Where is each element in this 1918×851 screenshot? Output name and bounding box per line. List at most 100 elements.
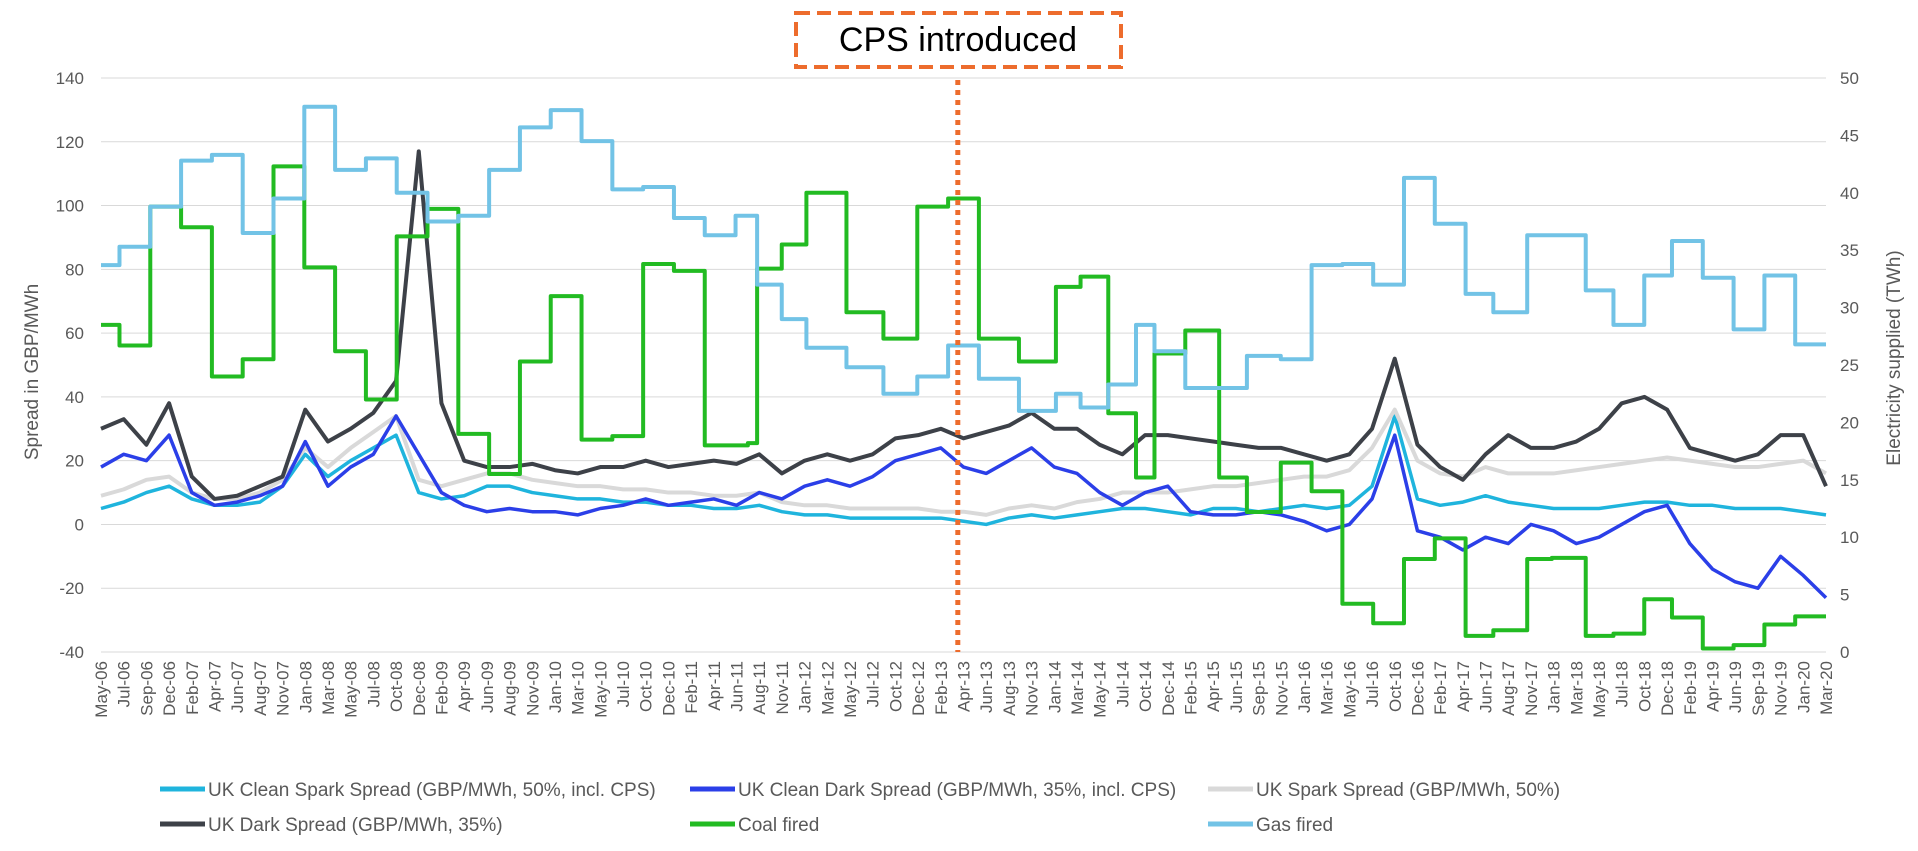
left-tick-label: -40 xyxy=(59,643,84,662)
legend-label-spark: UK Spark Spread (GBP/MWh, 50%) xyxy=(1256,780,1560,801)
x-tick-label: Jul-10 xyxy=(614,661,633,707)
cps-label-box xyxy=(794,11,1123,69)
legend-label-clean_dark: UK Clean Dark Spread (GBP/MWh, 35%, incl… xyxy=(738,780,1176,801)
right-tick-label: 30 xyxy=(1840,299,1859,318)
x-tick-label: Mar-10 xyxy=(569,661,588,715)
legend-label-gas: Gas fired xyxy=(1256,815,1333,836)
right-tick-label: 0 xyxy=(1840,643,1849,662)
series-lines xyxy=(100,104,1828,651)
x-tick-label: Feb-11 xyxy=(682,661,701,714)
left-tick-label: 0 xyxy=(75,515,84,534)
x-tick-label: May-08 xyxy=(342,661,361,718)
x-tick-label: Apr-07 xyxy=(205,661,224,712)
x-tick-label: Jul-16 xyxy=(1363,661,1382,707)
left-tick-label: 120 xyxy=(56,133,84,152)
left-tick-label: 60 xyxy=(65,324,84,343)
x-tick-label: Nov-17 xyxy=(1522,661,1541,716)
right-tick-label: 15 xyxy=(1840,471,1859,490)
x-tick-label: Dec-10 xyxy=(659,661,678,716)
right-axis-title: Electricity supplied (TWh) xyxy=(1884,250,1905,465)
x-tick-label: Mar-16 xyxy=(1318,661,1337,715)
x-tick-label: Feb-13 xyxy=(932,661,951,715)
series-line-clean_spark xyxy=(100,414,1827,527)
x-tick-label: Dec-12 xyxy=(909,661,928,716)
series-line-coal xyxy=(101,164,1826,651)
x-tick-label: Feb-17 xyxy=(1431,661,1450,715)
x-tick-label: Dec-08 xyxy=(410,661,429,716)
right-tick-label: 5 xyxy=(1840,586,1849,605)
x-tick-label: Mar-12 xyxy=(818,661,837,715)
x-tick-label: Jul-08 xyxy=(364,661,383,707)
x-tick-label: Jan-20 xyxy=(1794,661,1813,713)
x-tick-label: Oct-18 xyxy=(1635,661,1654,712)
left-tick-label: 100 xyxy=(56,197,84,216)
x-tick-label: Apr-17 xyxy=(1454,661,1473,712)
x-tick-label: Sep-15 xyxy=(1250,661,1269,716)
x-tick-label: May-14 xyxy=(1091,661,1110,718)
x-tick-label: Jun-19 xyxy=(1726,661,1745,713)
right-tick-label: 25 xyxy=(1840,356,1859,375)
x-tick-label: Jan-18 xyxy=(1545,661,1564,713)
x-tick-label: Oct-16 xyxy=(1386,661,1405,712)
x-tick-label: Dec-16 xyxy=(1408,661,1427,716)
x-tick-label: Jun-11 xyxy=(728,661,747,712)
x-tick-label: Oct-12 xyxy=(886,661,905,712)
x-tick-label: Jan-14 xyxy=(1045,661,1064,713)
x-tick-label: Nov-09 xyxy=(523,661,542,716)
right-tick-label: 20 xyxy=(1840,413,1859,432)
left-axis-title: Spread in GBP/MWh xyxy=(22,284,43,460)
x-tick-label: Oct-10 xyxy=(637,661,656,712)
right-tick-label: 40 xyxy=(1840,184,1859,203)
x-tick-label: Oct-08 xyxy=(387,661,406,712)
x-tick-label: Jan-10 xyxy=(546,661,565,713)
x-tick-label: Mar-18 xyxy=(1567,661,1586,715)
x-tick-label: Nov-19 xyxy=(1772,661,1791,716)
x-tick-label: Aug-17 xyxy=(1499,661,1518,716)
x-tick-label: Apr-15 xyxy=(1204,661,1223,712)
legend: UK Clean Spark Spread (GBP/MWh, 50%, inc… xyxy=(160,780,1560,836)
left-tick-label: 20 xyxy=(65,452,84,471)
right-tick-label: 50 xyxy=(1840,69,1859,88)
x-tick-label: May-10 xyxy=(591,661,610,718)
left-tick-label: 140 xyxy=(56,69,84,88)
x-tick-label: May-12 xyxy=(841,661,860,718)
x-tick-label: Jan-12 xyxy=(796,661,815,713)
series-line-gas xyxy=(101,104,1826,413)
x-tick-label: Mar-20 xyxy=(1817,661,1836,715)
x-tick-label: Aug-07 xyxy=(251,661,270,716)
axes: Spread in GBP/MWh Electricity supplied (… xyxy=(22,69,1905,718)
x-tick-label: Dec-14 xyxy=(1159,661,1178,716)
x-tick-label: Nov-07 xyxy=(274,661,293,716)
legend-label-clean_spark: UK Clean Spark Spread (GBP/MWh, 50%, inc… xyxy=(208,780,656,801)
x-tick-label: Jul-14 xyxy=(1113,661,1132,707)
x-tick-label: May-16 xyxy=(1340,661,1359,718)
x-tick-label: Mar-08 xyxy=(319,661,338,715)
right-tick-label: 10 xyxy=(1840,528,1859,547)
annotation: CPS introduced xyxy=(794,11,1123,652)
x-tick-label: Dec-18 xyxy=(1658,661,1677,716)
x-tick-label: Nov-11 xyxy=(773,661,792,715)
x-tick-label: Jul-18 xyxy=(1613,661,1632,707)
right-tick-label: 45 xyxy=(1840,126,1859,145)
x-tick-label: Aug-13 xyxy=(1000,661,1019,716)
x-tick-label: Jan-16 xyxy=(1295,661,1314,713)
series-line-clean_dark xyxy=(100,414,1828,600)
x-tick-label: Jul-12 xyxy=(864,661,883,707)
legend-label-coal: Coal fired xyxy=(738,815,819,836)
x-tick-label: Apr-19 xyxy=(1704,661,1723,712)
x-tick-label: Aug-11 xyxy=(750,661,769,715)
x-tick-label: Sep-06 xyxy=(137,661,156,716)
x-tick-label: Jan-08 xyxy=(296,661,315,713)
x-tick-label: Feb-19 xyxy=(1681,661,1700,715)
x-tick-label: May-18 xyxy=(1590,661,1609,718)
x-tick-label: Sep-19 xyxy=(1749,661,1768,716)
x-tick-label: Dec-06 xyxy=(160,661,179,716)
left-tick-label: -20 xyxy=(59,579,84,598)
x-tick-label: Apr-11 xyxy=(705,661,724,711)
x-tick-label: Feb-09 xyxy=(432,661,451,715)
series-line-spark xyxy=(100,407,1827,517)
x-tick-label: Apr-09 xyxy=(455,661,474,712)
x-tick-label: Jun-15 xyxy=(1227,661,1246,713)
